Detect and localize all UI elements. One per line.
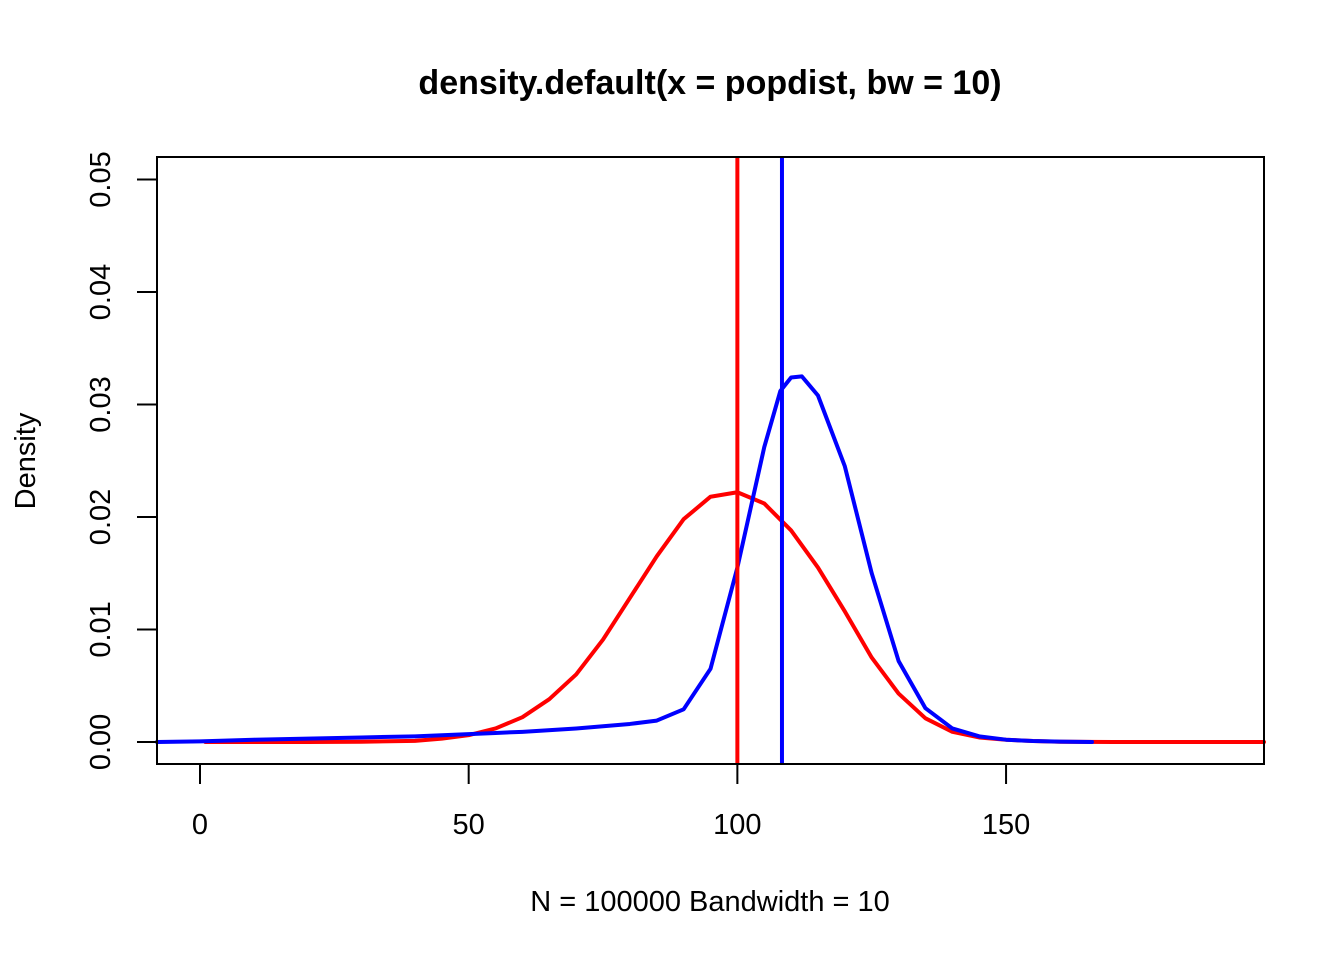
x-axis-label: N = 100000 Bandwidth = 10 [530,886,890,918]
x-tick-label: 150 [982,809,1030,841]
plot-frame [156,156,1265,765]
x-axis: 0 50 100 150 [192,763,1030,841]
density-curve-1 [203,490,1266,744]
y-tick-label: 0.00 [85,714,117,770]
y-tick-label: 0.05 [85,151,117,207]
density-curve-2 [155,374,1095,744]
reference-lines [735,157,784,764]
plot-area [155,156,1266,765]
x-tick-label: 100 [713,809,761,841]
y-tick-label: 0.01 [85,601,117,657]
y-tick-label: 0.02 [85,489,117,545]
y-axis-label: Density [10,412,42,509]
x-tick-label: 50 [453,809,485,841]
x-tick-label: 0 [192,809,208,841]
chart-title: density.default(x = popdist, bw = 10) [418,64,1001,102]
y-axis: 0.00 0.01 0.02 0.03 0.04 0.05 [85,151,158,770]
series-layer [155,374,1266,744]
y-tick-label: 0.03 [85,376,117,432]
y-tick-label: 0.04 [85,264,117,320]
